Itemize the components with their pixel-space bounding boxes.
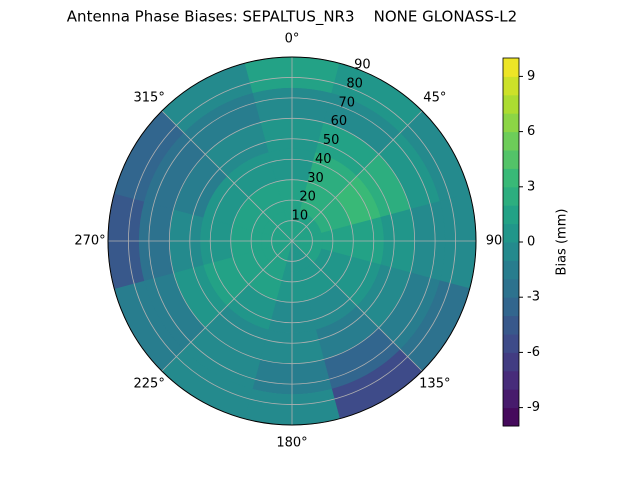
theta-tick-label: 225° <box>134 376 165 391</box>
colorbar-level <box>503 278 519 298</box>
theta-tick-label: 90 <box>486 234 503 249</box>
colorbar-level <box>503 334 519 353</box>
contour-field <box>108 57 476 425</box>
colorbar: -9 -6 -3 0 3 6 9 <box>502 57 540 427</box>
colorbar-tick-label: 3 <box>527 179 535 194</box>
theta-grid-line <box>161 240 293 372</box>
colorbar-tick-label: -3 <box>527 290 540 305</box>
theta-tick-label: 315° <box>134 91 165 106</box>
colorbar-level <box>503 315 519 335</box>
colorbar-tick-label: 9 <box>527 69 535 84</box>
colorbar-tick-label: 0 <box>527 235 535 250</box>
theta-grid-line <box>291 110 423 242</box>
colorbar-level <box>503 205 519 225</box>
colorbar-tick-label: 6 <box>527 124 535 139</box>
r-tick-label: 60 <box>331 114 348 129</box>
r-tick-label: 40 <box>315 152 332 167</box>
colorbar-level <box>503 186 519 206</box>
r-tick-label: 10 <box>292 209 309 224</box>
colorbar-level <box>503 76 519 96</box>
theta-tick-label: 135° <box>419 376 450 391</box>
theta-tick-label: 45° <box>423 91 446 106</box>
theta-tick-label: 0° <box>285 32 300 47</box>
colorbar-level <box>503 297 519 317</box>
r-tick-label: 70 <box>338 95 355 110</box>
colorbar-level <box>503 94 519 114</box>
chart-title: Antenna Phase Biases: SEPALTUS_NR3 NONE … <box>67 8 517 27</box>
colorbar-level <box>503 389 519 409</box>
colorbar-level <box>503 407 519 427</box>
colorbar-level <box>503 352 519 372</box>
colorbar-level <box>503 131 519 151</box>
theta-tick-label: 180° <box>276 436 307 451</box>
polar-frame <box>107 56 477 426</box>
colorbar-level <box>503 168 519 188</box>
colorbar-level <box>503 223 519 243</box>
r-tick-label: 50 <box>323 133 340 148</box>
colorbar-label: Bias (mm) <box>555 209 570 276</box>
colorbar-level <box>503 150 519 169</box>
r-tick-label: 20 <box>299 190 316 205</box>
theta-tick-label: 270° <box>74 234 105 249</box>
r-tick-label: 30 <box>307 171 324 186</box>
colorbar-tick-label: -6 <box>527 345 540 360</box>
colorbar-level <box>503 58 519 77</box>
colorbar-level <box>503 242 519 261</box>
colorbar-level <box>503 113 519 133</box>
colorbar-level <box>503 260 519 280</box>
colorbar-level <box>503 370 519 390</box>
r-tick-label: 90 <box>354 58 371 73</box>
theta-grid-line <box>161 110 293 242</box>
theta-grid-line <box>291 240 423 372</box>
r-tick-label: 80 <box>346 76 363 91</box>
colorbar-tick-label: -9 <box>527 400 540 415</box>
